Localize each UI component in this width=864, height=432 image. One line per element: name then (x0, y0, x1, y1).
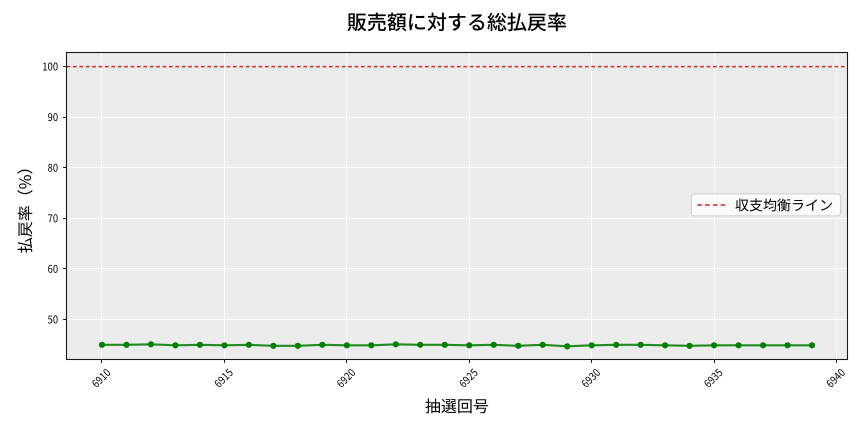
axes-spines (65, 51, 849, 361)
payout-rate-series (98, 341, 816, 350)
legend (690, 193, 842, 217)
axis-tick-marks (63, 66, 837, 363)
